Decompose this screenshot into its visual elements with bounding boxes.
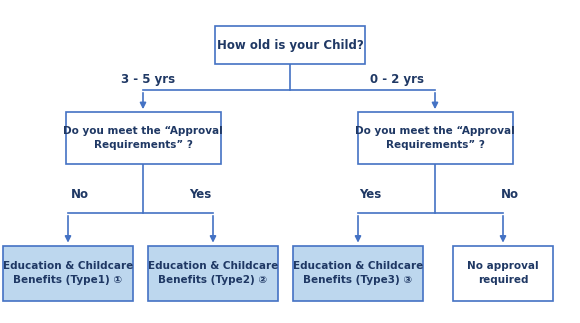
- Text: 0 - 2 yrs: 0 - 2 yrs: [370, 74, 424, 87]
- FancyBboxPatch shape: [453, 245, 553, 300]
- Text: 3 - 5 yrs: 3 - 5 yrs: [121, 74, 175, 87]
- FancyBboxPatch shape: [3, 245, 133, 300]
- Text: No: No: [501, 189, 519, 202]
- Text: Yes: Yes: [189, 189, 211, 202]
- Text: Education & Childcare
Benefits (Type2) ②: Education & Childcare Benefits (Type2) ②: [148, 261, 278, 285]
- Text: How old is your Child?: How old is your Child?: [216, 38, 364, 51]
- Text: Yes: Yes: [359, 189, 381, 202]
- FancyBboxPatch shape: [66, 112, 220, 164]
- Text: Do you meet the “Approval
Requirements” ?: Do you meet the “Approval Requirements” …: [63, 126, 223, 150]
- FancyBboxPatch shape: [148, 245, 278, 300]
- Text: Education & Childcare
Benefits (Type1) ①: Education & Childcare Benefits (Type1) ①: [3, 261, 133, 285]
- Text: Do you meet the “Approval
Requirements” ?: Do you meet the “Approval Requirements” …: [355, 126, 515, 150]
- Text: No approval
required: No approval required: [467, 261, 539, 285]
- FancyBboxPatch shape: [293, 245, 423, 300]
- Text: Education & Childcare
Benefits (Type3) ③: Education & Childcare Benefits (Type3) ③: [293, 261, 423, 285]
- FancyBboxPatch shape: [357, 112, 513, 164]
- Text: No: No: [71, 189, 89, 202]
- FancyBboxPatch shape: [215, 26, 365, 64]
